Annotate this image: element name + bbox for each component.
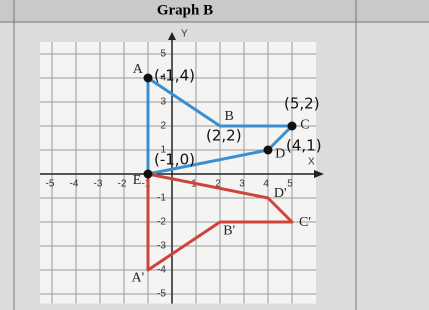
y-tick-label: 3 xyxy=(160,97,166,108)
y-tick-label: -4 xyxy=(157,265,166,276)
x-tick-label: 4 xyxy=(263,179,269,190)
point-dot xyxy=(287,121,297,131)
point-dot xyxy=(143,73,153,83)
x-tick-label: -3 xyxy=(94,179,103,190)
vertex-label: A xyxy=(133,62,144,77)
vertex-label: B' xyxy=(223,223,235,238)
point-dot xyxy=(143,169,153,179)
axis-arrow xyxy=(168,32,176,40)
shape-outline xyxy=(146,172,294,272)
plot-background xyxy=(40,42,316,304)
header-band xyxy=(0,0,429,22)
vertex-label: B xyxy=(225,109,234,124)
x-tick-label: 2 xyxy=(215,179,221,190)
x-tick-label: -2 xyxy=(118,179,127,190)
x-tick-label: 3 xyxy=(239,179,245,190)
y-tick-label: -3 xyxy=(157,241,166,252)
y-tick-label: 1 xyxy=(160,145,166,156)
x-tick-label: 5 xyxy=(287,179,293,190)
vertex-label: A' xyxy=(131,270,144,285)
y-tick-label: -2 xyxy=(157,217,166,228)
y-tick-label: 5 xyxy=(160,49,166,60)
vertex-label: C' xyxy=(299,215,311,230)
header-title: Graph B xyxy=(157,2,213,18)
vertex-label: E xyxy=(133,173,142,188)
handwritten-label: (-1,0) xyxy=(154,151,195,169)
axis-arrow xyxy=(314,170,324,178)
point-dot xyxy=(263,145,273,155)
x-axis-label: X xyxy=(308,157,315,168)
handwritten-label: (2,2) xyxy=(206,127,242,145)
y-axis-label: Y xyxy=(181,29,188,40)
shape-outline xyxy=(146,76,294,176)
y-tick-label: 2 xyxy=(160,121,166,132)
x-tick-label: -5 xyxy=(46,179,55,190)
vertex-label: C xyxy=(300,117,309,132)
coordinate-plane: YX-5 -4 -3 -2 -1 1 2 3 4 554321-1-2-3-4-5ABCDEA'B… xyxy=(40,29,324,304)
y-tick-label: -1 xyxy=(157,193,166,204)
y-tick-label: -5 xyxy=(157,289,166,300)
handwritten-label: (4,1) xyxy=(286,137,322,155)
vertex-label: D' xyxy=(274,186,287,201)
x-tick-label: -1 xyxy=(142,179,151,190)
x-tick-label: -4 xyxy=(70,179,79,190)
handwritten-label: (5,2) xyxy=(284,95,320,113)
handwritten-label: (-1,4) xyxy=(154,67,195,85)
y-tick-label: 4 xyxy=(160,73,166,84)
vertex-label: D xyxy=(275,147,285,162)
